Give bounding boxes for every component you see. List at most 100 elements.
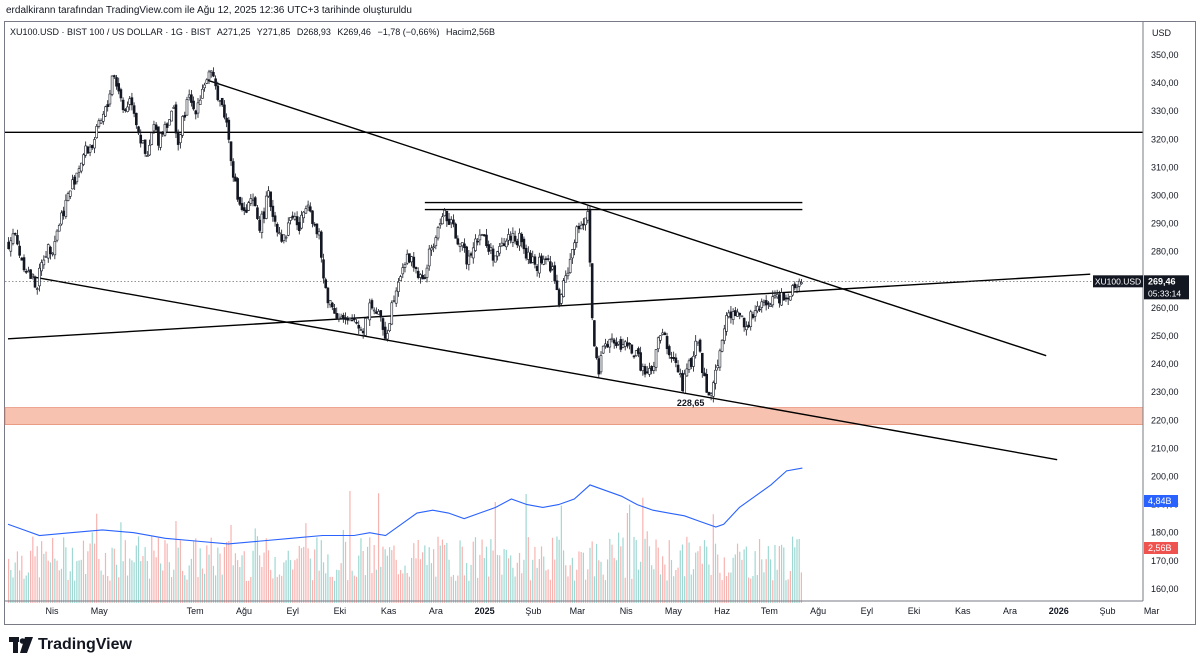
candle[interactable] xyxy=(573,242,576,250)
candle[interactable] xyxy=(201,88,204,99)
candle[interactable] xyxy=(408,253,411,263)
candle[interactable] xyxy=(240,203,244,210)
candle[interactable] xyxy=(714,369,717,384)
candle[interactable] xyxy=(57,224,61,232)
descending-channel-bottom[interactable] xyxy=(33,276,1058,461)
candle[interactable] xyxy=(18,245,21,256)
candle[interactable] xyxy=(538,256,541,274)
candle[interactable] xyxy=(551,266,554,270)
candle[interactable] xyxy=(463,243,466,249)
candle[interactable] xyxy=(86,146,90,154)
candle[interactable] xyxy=(617,341,620,345)
candle[interactable] xyxy=(267,190,270,197)
candle[interactable] xyxy=(491,248,495,261)
candle[interactable] xyxy=(20,257,24,261)
candle[interactable] xyxy=(727,312,731,317)
candle[interactable] xyxy=(410,256,413,263)
candle[interactable] xyxy=(185,99,189,116)
candle[interactable] xyxy=(253,197,257,207)
candle[interactable] xyxy=(681,372,684,392)
candle[interactable] xyxy=(524,247,528,259)
candle[interactable] xyxy=(555,280,559,290)
candle[interactable] xyxy=(683,373,686,394)
candle[interactable] xyxy=(364,318,367,336)
candle[interactable] xyxy=(441,216,444,225)
candle[interactable] xyxy=(203,84,206,89)
candle[interactable] xyxy=(800,282,803,285)
candle[interactable] xyxy=(557,289,561,306)
candle[interactable] xyxy=(553,265,557,282)
candle[interactable] xyxy=(474,238,477,251)
candle[interactable] xyxy=(778,294,781,304)
candle[interactable] xyxy=(487,244,490,252)
candle[interactable] xyxy=(469,253,473,256)
candle[interactable] xyxy=(260,213,264,233)
candle[interactable] xyxy=(529,252,532,264)
candle[interactable] xyxy=(546,258,550,260)
candle[interactable] xyxy=(342,314,345,320)
candle[interactable] xyxy=(214,78,217,87)
candle[interactable] xyxy=(304,208,308,214)
candle[interactable] xyxy=(672,357,675,359)
candle[interactable] xyxy=(326,287,330,304)
candle[interactable] xyxy=(500,242,504,247)
candle[interactable] xyxy=(245,209,248,213)
candle[interactable] xyxy=(157,126,160,146)
candle[interactable] xyxy=(225,117,228,123)
candle[interactable] xyxy=(663,332,667,336)
candle[interactable] xyxy=(317,231,321,236)
candle[interactable] xyxy=(119,89,123,99)
candle[interactable] xyxy=(590,263,594,319)
candle[interactable] xyxy=(771,296,775,306)
candle[interactable] xyxy=(236,178,239,200)
candle[interactable] xyxy=(82,154,85,165)
candle[interactable] xyxy=(386,333,389,340)
candle[interactable] xyxy=(359,329,363,331)
candle[interactable] xyxy=(68,190,72,197)
candle[interactable] xyxy=(205,79,209,84)
candle[interactable] xyxy=(381,318,385,330)
candle[interactable] xyxy=(286,222,290,236)
candle[interactable] xyxy=(531,256,535,263)
candle[interactable] xyxy=(700,352,704,374)
candle[interactable] xyxy=(767,302,770,305)
candle[interactable] xyxy=(542,258,546,265)
candle[interactable] xyxy=(79,162,83,172)
candle[interactable] xyxy=(13,233,17,235)
candle[interactable] xyxy=(454,223,457,239)
candle[interactable] xyxy=(588,209,592,263)
candle[interactable] xyxy=(736,311,739,317)
candle[interactable] xyxy=(88,146,92,153)
candle[interactable] xyxy=(350,319,354,322)
candle[interactable] xyxy=(729,311,733,319)
candle[interactable] xyxy=(720,339,724,352)
candle[interactable] xyxy=(293,216,297,220)
candle[interactable] xyxy=(795,285,799,288)
candle[interactable] xyxy=(154,124,158,130)
candle[interactable] xyxy=(621,344,625,348)
candle[interactable] xyxy=(355,321,358,324)
candle[interactable] xyxy=(35,288,39,290)
candle[interactable] xyxy=(392,300,396,302)
candle[interactable] xyxy=(496,251,499,257)
candle[interactable] xyxy=(764,300,768,306)
candle[interactable] xyxy=(632,355,636,358)
candle[interactable] xyxy=(346,317,350,321)
candle[interactable] xyxy=(238,196,242,205)
candle[interactable] xyxy=(676,364,680,373)
candle[interactable] xyxy=(264,195,268,219)
candle[interactable] xyxy=(773,295,777,298)
candle[interactable] xyxy=(425,267,429,278)
candle[interactable] xyxy=(361,330,365,334)
candle[interactable] xyxy=(577,225,581,230)
candle[interactable] xyxy=(460,242,464,247)
candle[interactable] xyxy=(284,236,288,239)
candle[interactable] xyxy=(423,277,427,279)
candle[interactable] xyxy=(110,75,114,95)
candle[interactable] xyxy=(42,259,46,266)
candle[interactable] xyxy=(24,271,28,273)
candle[interactable] xyxy=(64,199,68,217)
candle[interactable] xyxy=(560,294,563,304)
candle[interactable] xyxy=(306,204,310,208)
candle[interactable] xyxy=(121,99,125,111)
